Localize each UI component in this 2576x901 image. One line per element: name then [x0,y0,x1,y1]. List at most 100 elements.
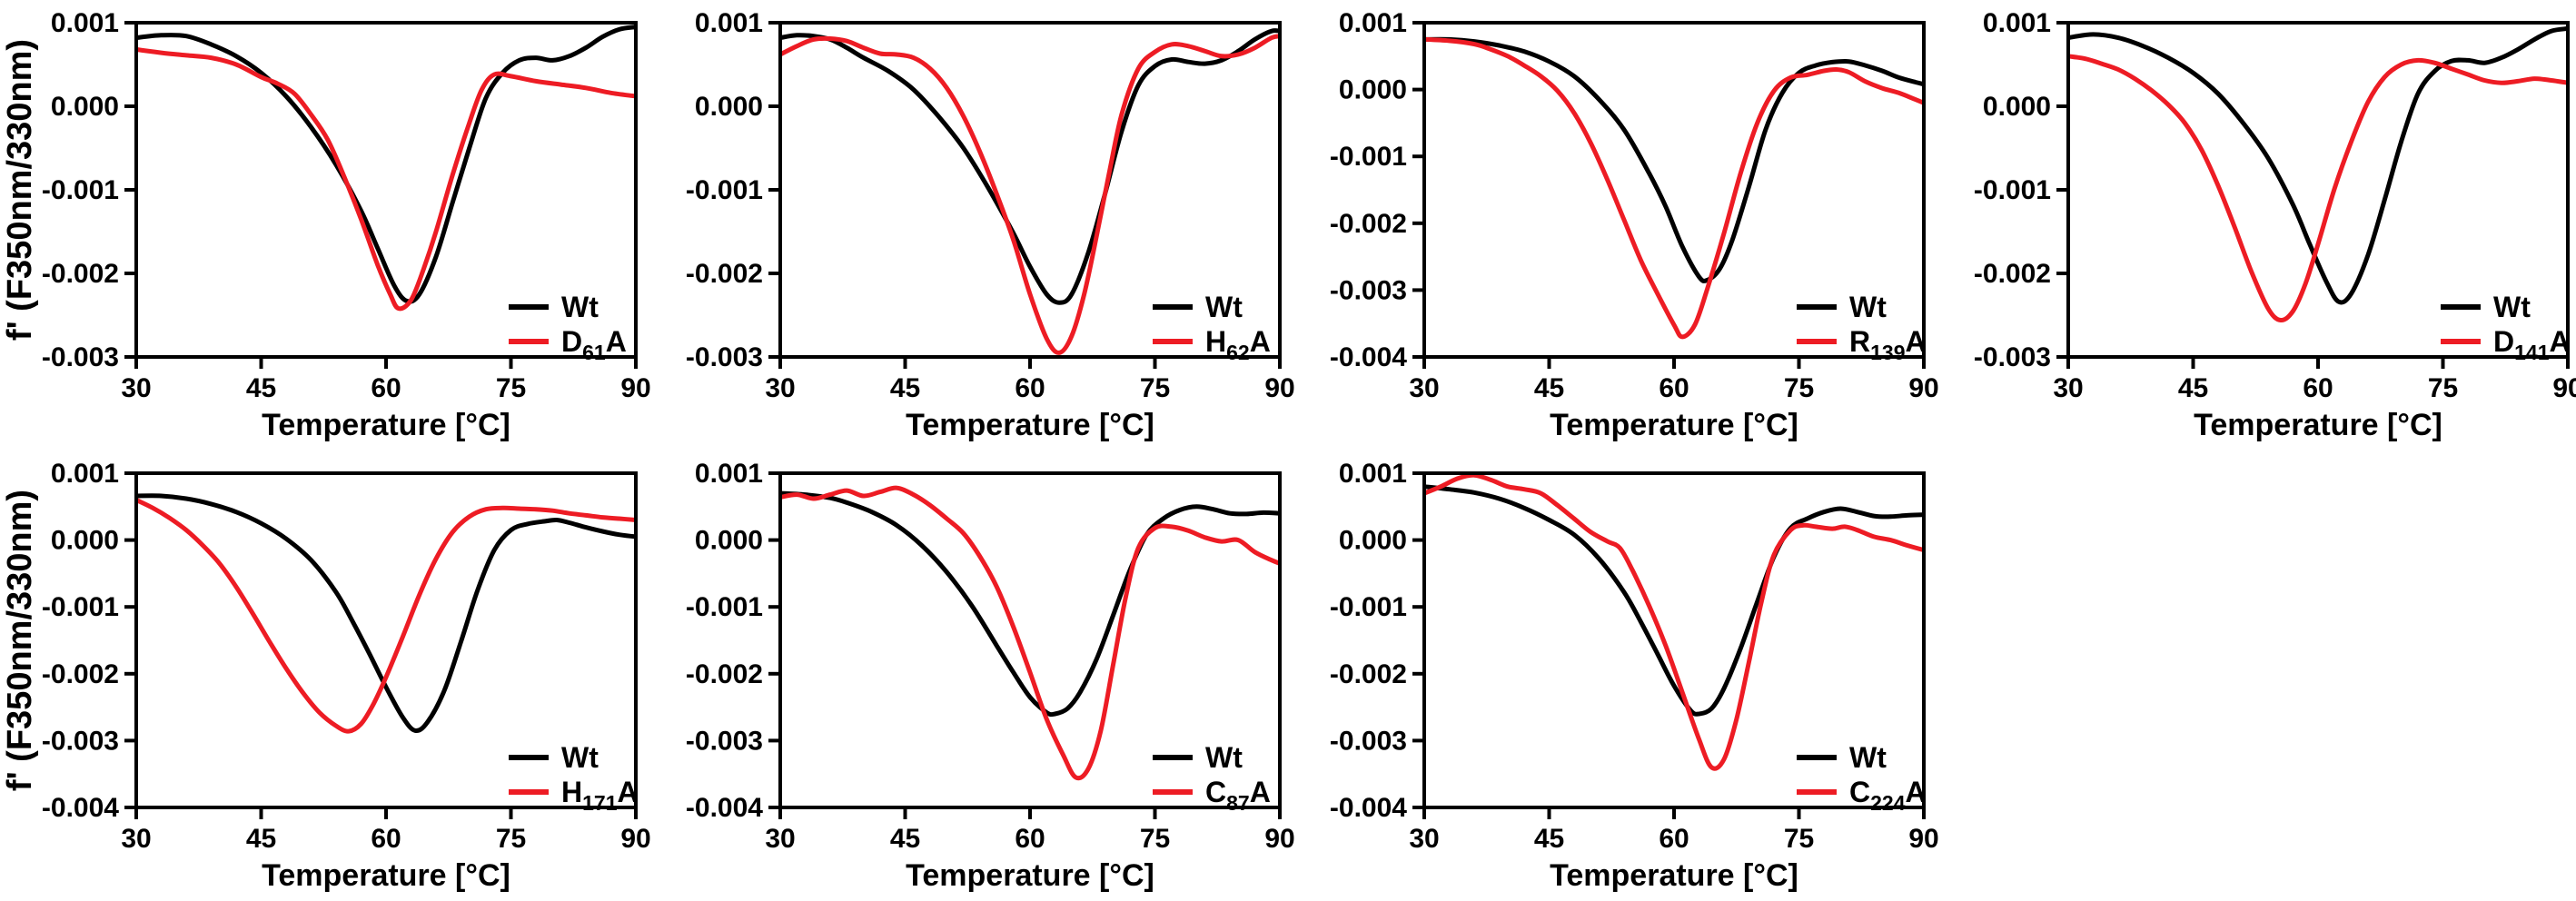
y-tick-label: 0.000 [1339,75,1407,105]
x-tick-label: 90 [620,373,650,403]
legend-mutant-label: C224A [1849,776,1927,815]
legend-mutant-label: H62A [1205,325,1271,364]
wt-curve [134,25,638,304]
y-tick-label: -0.003 [1974,342,2051,372]
x-tick-label: 30 [121,373,151,403]
y-tick-label: -0.002 [1974,259,2051,289]
y-tick-label: 0.001 [695,459,763,489]
legend-mutant-label: D61A [561,325,627,364]
y-tick-label: -0.001 [42,592,119,622]
figure-row-1: 0.001 0.000 -0.001 -0.002 -0.003 30 45 60 75 90 Te… [0,0,2576,450]
y-tick-label: 0.000 [1983,92,2051,122]
x-axis-title: Temperature [°C] [906,408,1154,442]
x-axis-title: Temperature [°C] [1550,408,1798,442]
y-tick-label: 0.000 [51,92,119,122]
curve-group [2066,25,2570,323]
y-tick-label: 0.000 [695,526,763,556]
curve-group [778,28,1282,355]
x-tick-label: 75 [496,373,526,403]
y-tick-label: -0.002 [42,659,119,689]
y-tick-label: -0.001 [42,175,119,205]
x-tick-label: 60 [371,824,401,854]
y-axis-title: f' (F350nm/330nm) [1,39,39,341]
y-tick-label: -0.003 [686,342,763,372]
x-tick-label: 75 [496,824,526,854]
legend-wt-label: Wt [561,741,599,774]
x-tick-label: 60 [1659,373,1689,403]
x-axis-title: Temperature [°C] [1550,858,1798,893]
y-tick-label: -0.003 [42,726,119,756]
x-tick-label: 45 [890,373,920,403]
wt-curve [778,490,1282,718]
curve-group [1422,36,1926,340]
legend-mutant-label: H171A [561,776,639,815]
y-tick-label: -0.001 [1330,142,1407,172]
x-tick-label: 75 [1784,373,1814,403]
legend-wt-label: Wt [1205,741,1243,774]
x-axis-title: Temperature [°C] [262,858,510,893]
x-axis-title: Temperature [°C] [2194,408,2442,442]
y-tick-label: -0.003 [42,342,119,372]
x-tick-label: 90 [1264,373,1294,403]
x-tick-label: 90 [1264,824,1294,854]
y-tick-label: -0.002 [42,259,119,289]
y-tick-label: -0.004 [1330,342,1407,372]
x-tick-label: 60 [2303,373,2333,403]
wt-curve [1422,484,1926,717]
x-tick-label: 75 [2428,373,2458,403]
x-tick-label: 30 [1409,373,1439,403]
legend-mutant-label: C87A [1205,776,1271,815]
empty-cell [1932,450,2576,901]
y-tick-label: 0.000 [1339,526,1407,556]
mutant-curve [2066,54,2570,323]
y-tick-label: -0.002 [686,259,763,289]
x-tick-label: 60 [371,373,401,403]
wt-curve [1422,36,1926,283]
wt-curve [134,493,638,734]
y-tick-label: -0.001 [686,592,763,622]
y-tick-label: 0.000 [51,526,119,556]
y-tick-label: -0.001 [686,175,763,205]
y-tick-label: -0.002 [686,659,763,689]
x-tick-label: 60 [1015,373,1045,403]
x-tick-label: 90 [620,824,650,854]
y-tick-label: -0.003 [1330,726,1407,756]
legend-wt-label: Wt [1205,291,1243,323]
x-axis-title: Temperature [°C] [262,408,510,442]
y-tick-label: -0.003 [1330,275,1407,305]
y-tick-label: 0.001 [1983,8,2051,38]
x-tick-label: 30 [765,824,795,854]
y-tick-label: 0.001 [1339,8,1407,38]
legend-wt-label: Wt [1849,741,1887,774]
y-tick-label: 0.001 [1339,459,1407,489]
x-tick-label: 75 [1140,373,1170,403]
x-tick-label: 90 [2552,373,2576,403]
legend-mutant-label: D141A [2493,325,2571,364]
x-tick-label: 45 [1534,824,1564,854]
x-tick-label: 90 [1908,373,1938,403]
legend-wt-label: Wt [2493,291,2531,323]
mutant-curve [1422,36,1926,340]
legend-mutant-label: R139A [1849,325,1927,364]
x-tick-label: 30 [2053,373,2083,403]
y-tick-label: -0.002 [1330,659,1407,689]
x-tick-label: 30 [121,824,151,854]
x-tick-label: 45 [2178,373,2208,403]
y-tick-label: 0.001 [51,459,119,489]
y-tick-label: -0.002 [1330,209,1407,239]
y-tick-label: -0.004 [686,793,763,823]
mutant-curve [778,34,1282,355]
legend-wt-label: Wt [1849,291,1887,323]
y-tick-label: 0.001 [695,8,763,38]
y-tick-label: -0.001 [1330,592,1407,622]
x-tick-label: 60 [1015,824,1045,854]
wt-curve [778,28,1282,305]
y-tick-label: 0.001 [51,8,119,38]
